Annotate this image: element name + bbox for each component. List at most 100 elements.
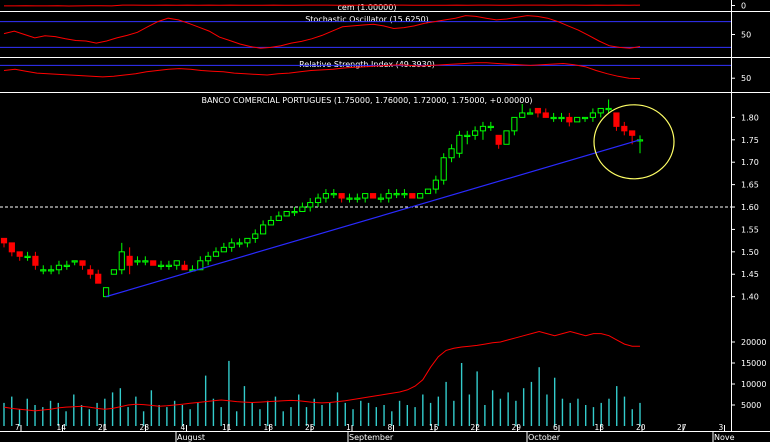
stochastic-title: Stochastic Oscillator (15.6250) [305,15,429,24]
date-tick-label: 11 [222,423,232,432]
candle-up [291,211,298,214]
candle-up [597,107,604,114]
candle-up [574,116,581,123]
month-label: October [528,433,561,442]
trend-line [105,139,641,298]
candle-down [79,260,86,266]
candle-down [150,260,157,266]
candle-up [401,193,408,196]
candle-up [252,233,259,239]
candle-down [338,193,345,199]
candle-down [16,251,23,257]
candle-up [558,116,565,120]
date-tick-label: 3 [719,423,724,432]
candle-up [503,130,510,145]
candle-up [205,255,212,262]
date-tick-label: 13 [595,423,605,432]
candle-up [228,242,235,248]
candle-up [393,193,400,196]
candle-up [102,287,110,298]
volume-tick-label: 15000 [741,359,766,368]
price-title: BANCO COMERCIAL PORTUGUES (1.75000, 1.76… [201,96,532,105]
candle-up [307,202,314,208]
candle-up [432,179,439,190]
date-tick-label: 15 [429,423,439,432]
candle-up [260,224,267,235]
candle-down [369,193,377,199]
date-tick-label: 29 [512,423,522,432]
date-tick-label: 7 [15,423,20,432]
candle-up [220,246,227,253]
candle-down [8,242,15,253]
stochastic-tick-label: 50 [741,31,751,40]
candle-up [362,193,369,199]
candle-up [472,130,479,136]
candle-up [440,157,447,181]
volume-tick-label: 5000 [741,401,761,410]
candle-up [110,269,118,275]
candle-up [275,215,282,221]
price-tick-label: 1.75 [741,136,759,145]
cem-panel: 0 [4,2,746,11]
candle-down [32,255,39,266]
cem-title: cem (1.00000) [338,3,397,12]
date-tick-label: 21 [98,423,108,432]
price-panel: 1.80 1.75 1.70 1.65 1.60 1.55 1.50 1.45 1.40 [0,99,759,302]
price-tick-label: 1.55 [741,225,759,234]
stochastic-line [3,15,641,49]
candle-down [495,134,502,145]
volume-tick-label: 20000 [741,338,766,347]
candle-down [181,264,188,271]
candle-up [173,260,180,266]
candle-up [424,188,432,195]
candle-up [134,260,141,263]
candle-up [377,197,384,200]
candle-up [236,242,243,245]
price-tick-label: 1.80 [741,113,759,122]
candle-up [417,193,424,199]
date-tick-label: 1 [346,423,351,432]
candle-down [95,273,102,284]
candle-up [330,193,337,196]
candle-up [448,148,455,159]
date-tick-label: 27 [677,423,687,432]
candle-up [464,134,471,138]
candle-down [0,237,8,244]
candle-up [299,206,306,212]
candle-up [48,269,55,272]
cem-line [4,4,641,7]
candle-up [456,134,463,154]
date-tick-label: 25 [305,423,315,432]
highlight-circle [593,104,675,180]
candle-up [550,116,557,120]
candle-up [605,107,612,111]
rsi-tick-label: 50 [741,74,751,83]
candle-up [40,269,47,272]
candle-down [621,125,628,132]
candle-down [126,255,133,266]
candle-up [157,264,165,267]
candle-up [519,112,526,118]
rsi-line [3,62,641,80]
candle-up [55,264,63,271]
date-tick-label: 28 [140,423,150,432]
candle-up [487,125,494,129]
date-tick-label: 20 [636,423,646,432]
rsi-title: Relative Strength Index (49.3930) [299,60,435,69]
candle-up [589,112,596,118]
candle-up [165,264,172,267]
candle-up [479,125,487,132]
price-tick-label: 1.65 [741,181,759,190]
price-tick-label: 1.50 [741,248,759,257]
candle-up [142,260,149,263]
candle-down [566,116,573,123]
candle-up [197,260,204,271]
volume-panel: 20000 15000 10000 5000 [3,330,766,426]
volume-average-line [3,330,640,412]
candle-up [267,219,275,226]
price-tick-label: 1.60 [741,203,759,212]
price-tick-label: 1.70 [741,158,759,167]
candle-up [212,251,220,257]
